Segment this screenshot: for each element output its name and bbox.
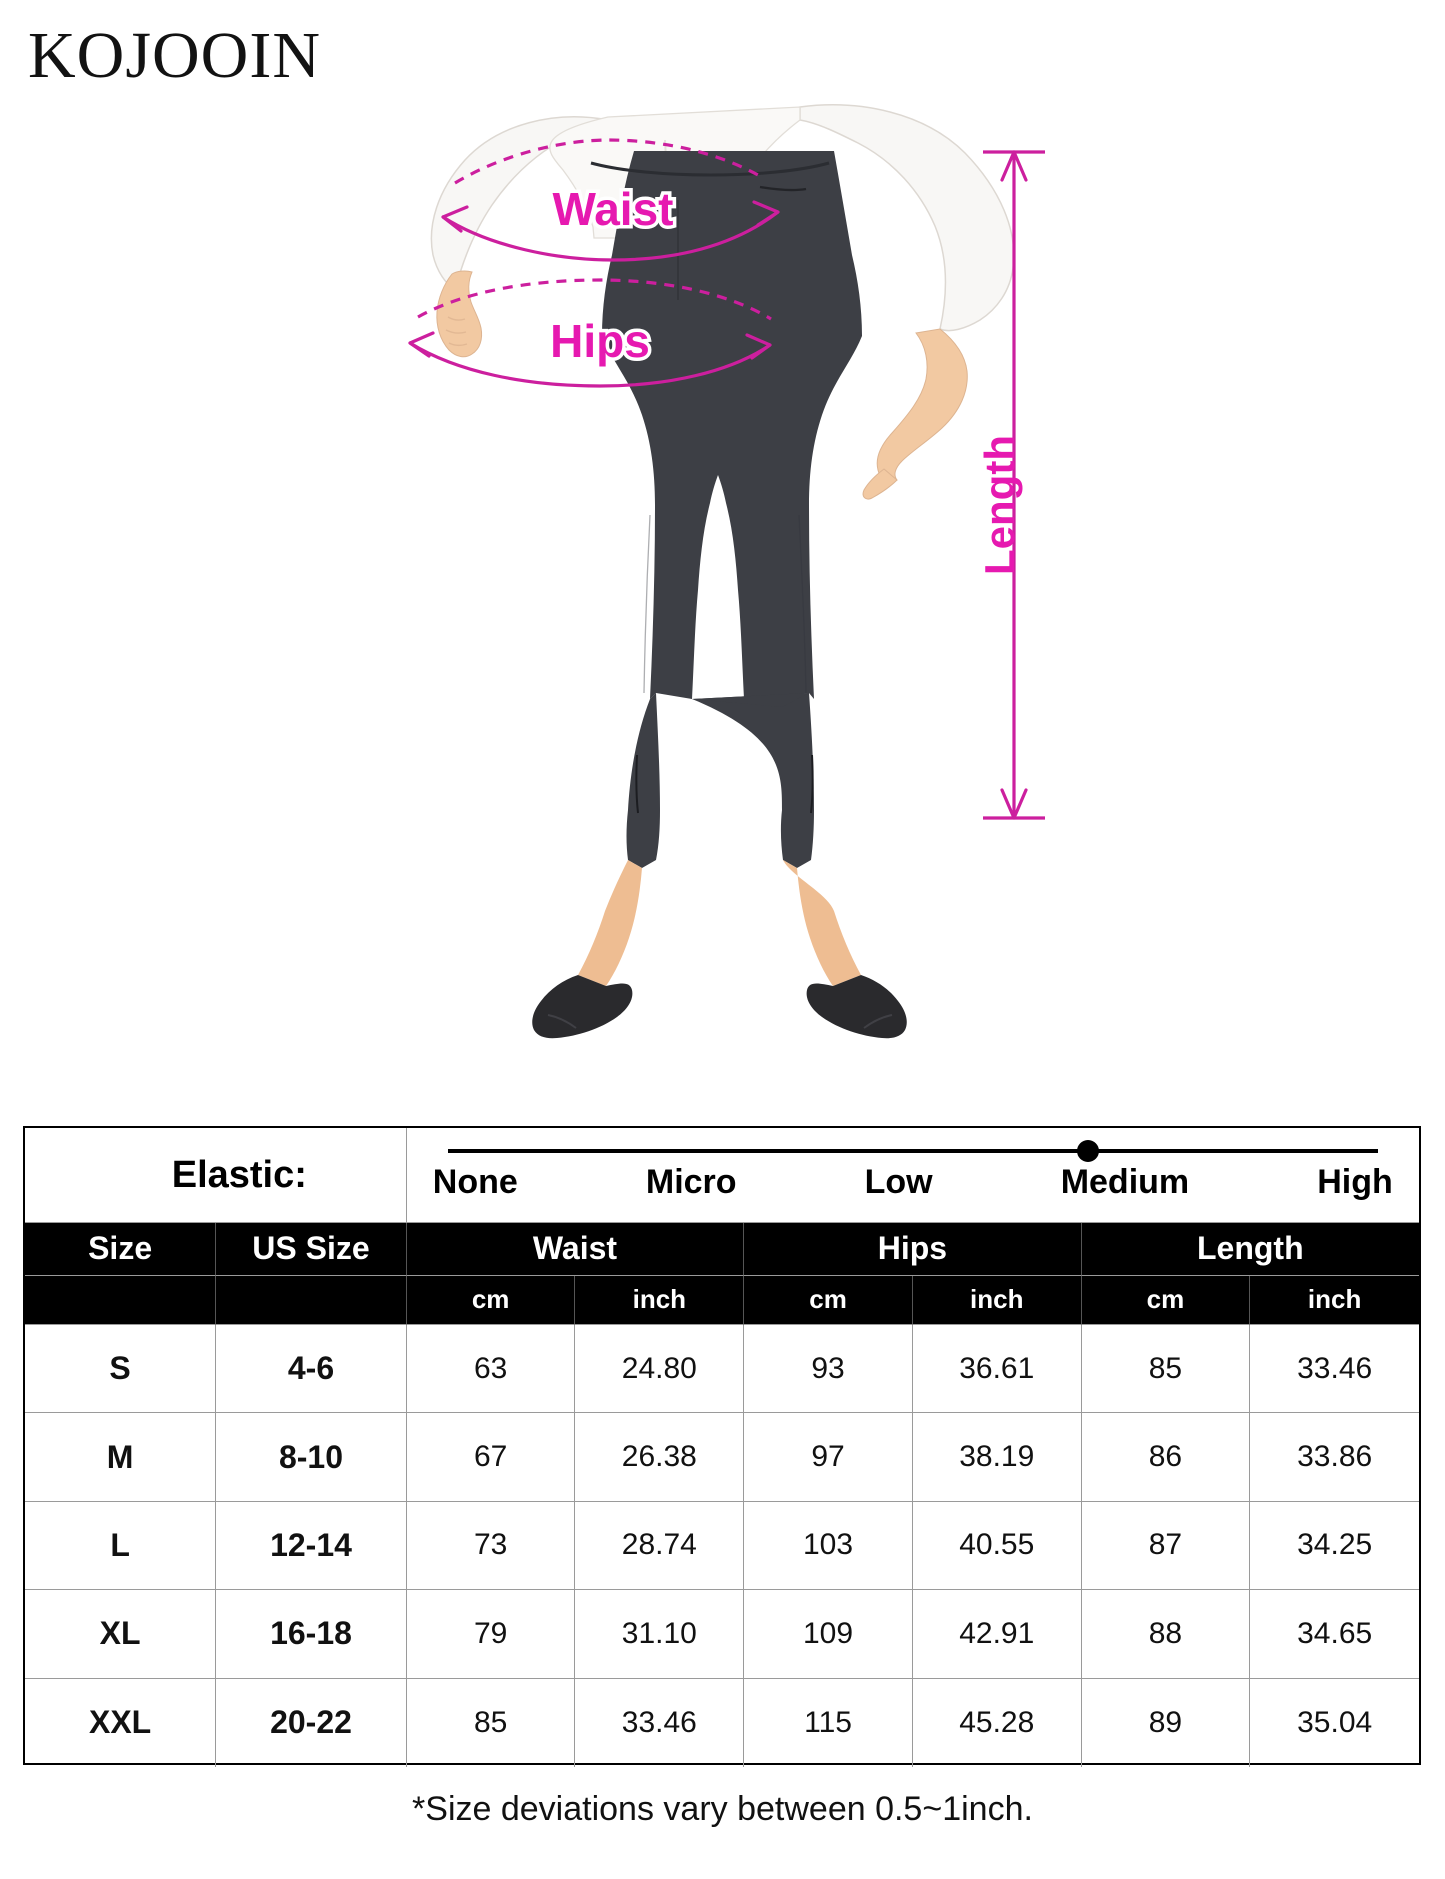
svg-text:Length: Length xyxy=(976,435,1023,575)
svg-text:Hips: Hips xyxy=(550,315,650,367)
svg-text:Waist: Waist xyxy=(553,183,674,235)
